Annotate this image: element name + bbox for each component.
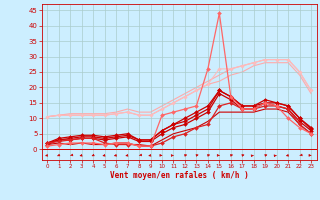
X-axis label: Vent moyen/en rafales ( km/h ): Vent moyen/en rafales ( km/h ) xyxy=(110,171,249,180)
